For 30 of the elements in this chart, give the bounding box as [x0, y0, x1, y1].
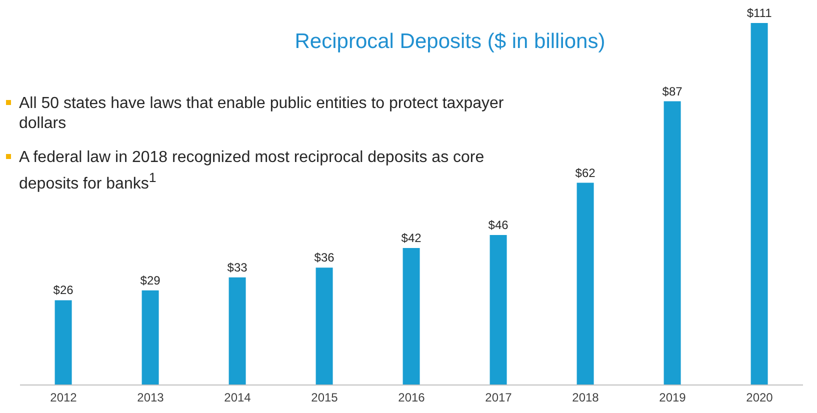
bar	[54, 300, 72, 385]
data-label: $33	[227, 260, 248, 274]
x-tick-label: 2014	[224, 390, 252, 405]
data-label: $42	[401, 231, 422, 246]
data-label: $87	[662, 84, 683, 98]
data-label: $62	[575, 166, 596, 180]
x-tick-label: 2012	[50, 390, 78, 405]
x-tick-label: 2013	[137, 390, 164, 405]
data-label: $111	[746, 6, 772, 20]
bar	[664, 101, 681, 385]
x-tick-label: 2020	[746, 390, 774, 405]
bar	[228, 277, 246, 385]
bar	[576, 182, 594, 385]
annotation: All 50 states have laws that enable public entities to protect taxpayer dollars	[19, 94, 505, 134]
data-label: $46	[488, 218, 509, 232]
x-tick-label: 2017	[485, 390, 512, 405]
data-label: $36	[314, 250, 335, 265]
annotation: A federal law in 2018 recognized most reciprocal deposits as core deposits for banks$^{1}$	[19, 148, 486, 194]
x-tick-label: 2019	[659, 390, 686, 405]
chart-title: Reciprocal Deposits ($ in billions)	[294, 30, 606, 54]
bar	[402, 248, 420, 385]
bar	[750, 23, 768, 385]
x-tick-label: 2015	[311, 390, 338, 405]
bar	[316, 268, 333, 385]
bar	[490, 234, 507, 385]
data-label: $29	[140, 273, 161, 288]
data-label: $26	[53, 283, 74, 298]
x-tick-label: 2018	[572, 390, 600, 405]
bar	[142, 290, 159, 385]
x-tick-label: 2016	[398, 390, 426, 405]
